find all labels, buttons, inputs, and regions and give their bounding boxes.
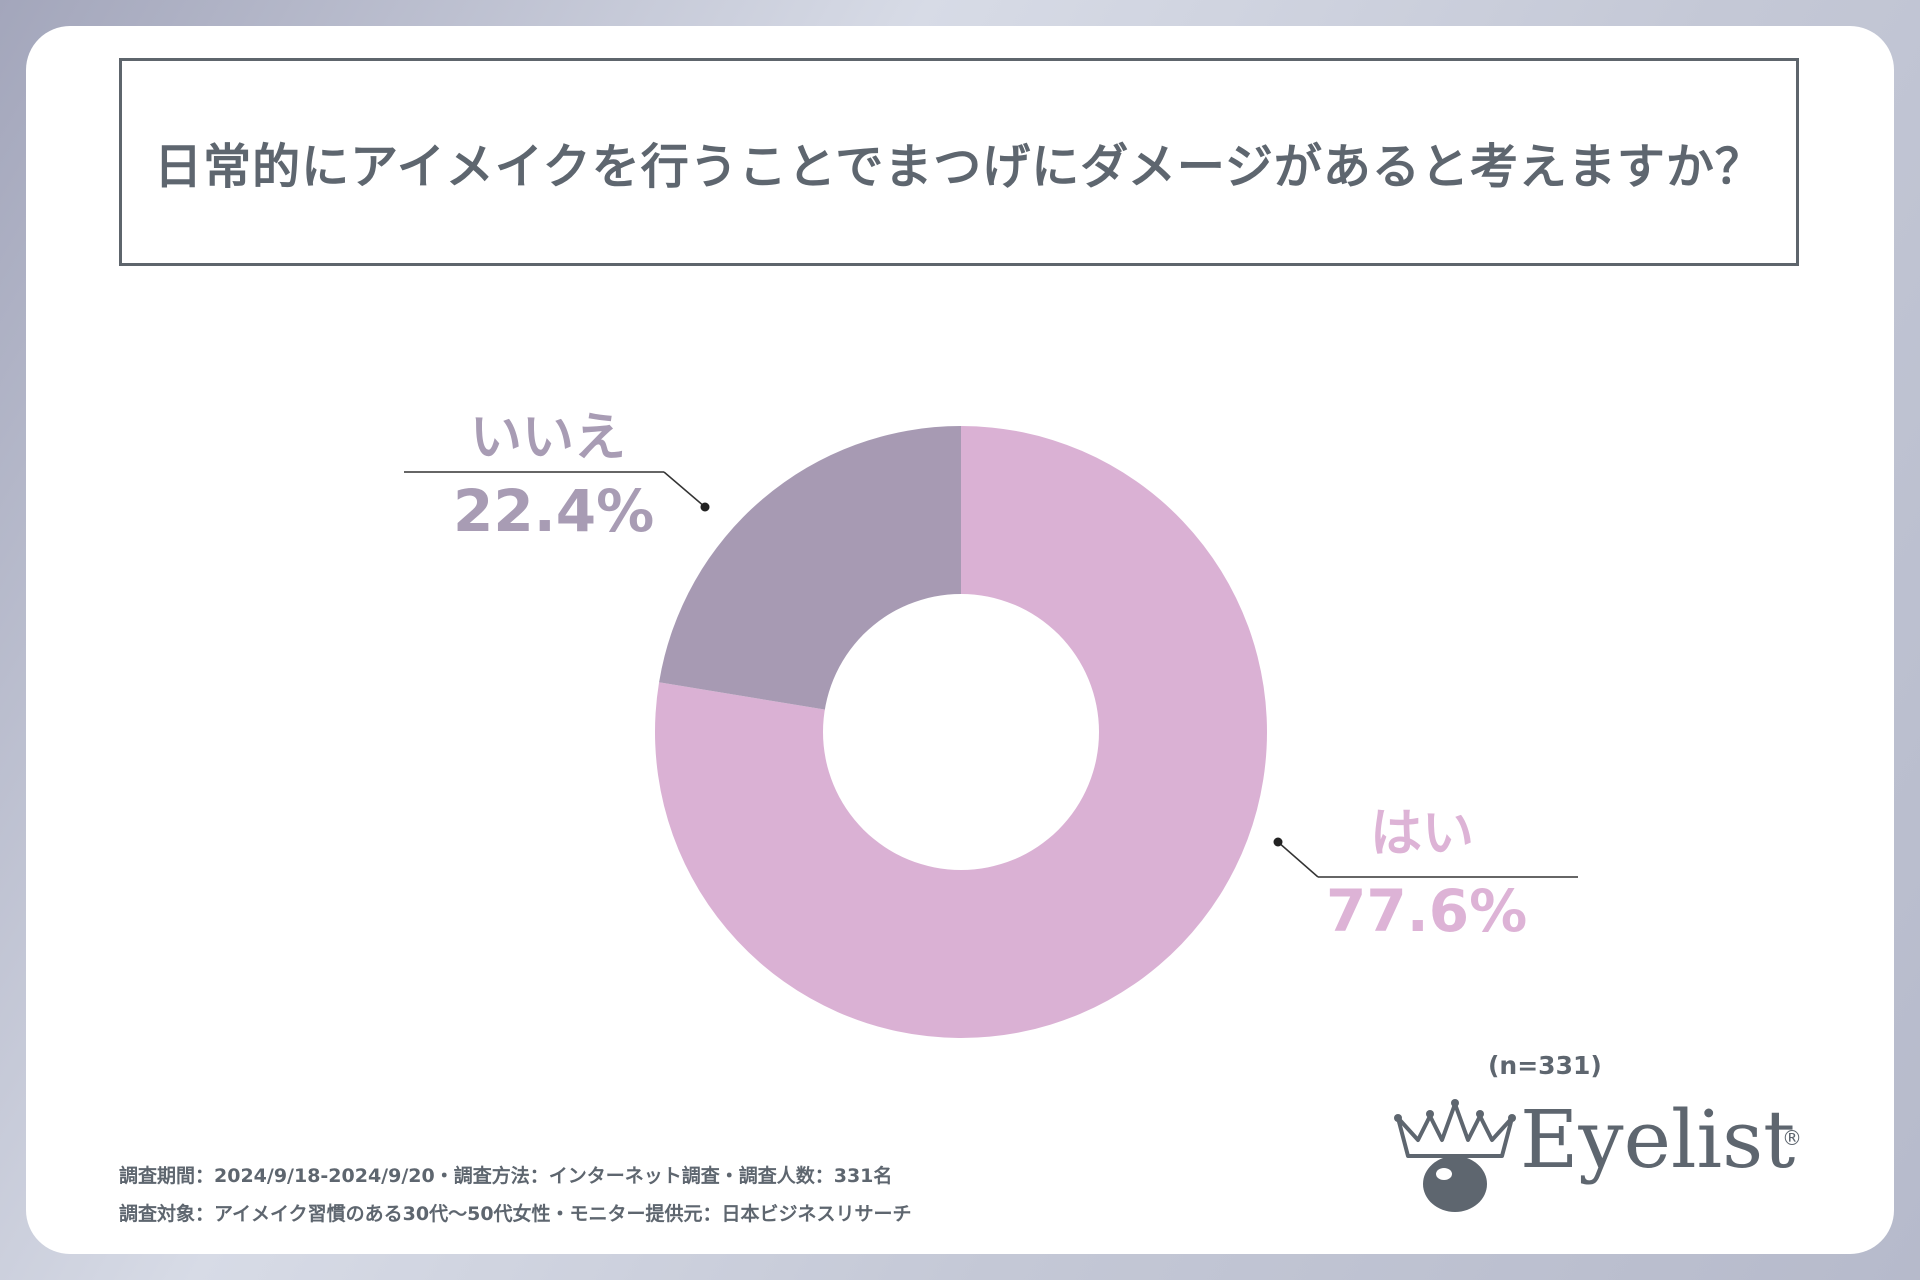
chart-title: 日常的にアイメイクを行うことでまつげにダメージがあると考えますか？ — [154, 139, 1764, 195]
leader-line-no-diag — [663, 471, 706, 508]
leader-dot-yes — [1273, 837, 1283, 847]
leader-dot-no — [700, 502, 710, 512]
logo-text: Eyelist — [1520, 1093, 1796, 1186]
footer-line-1: 調査期間：2024/9/18-2024/9/20・調査方法：インターネット調査・… — [119, 1165, 893, 1187]
label-no-name: いいえ — [470, 408, 627, 468]
label-yes-name: はい — [1370, 804, 1475, 864]
label-yes-percent: 77.6% — [1326, 877, 1528, 945]
donut-hole — [823, 594, 1099, 870]
logo-registered: ® — [1782, 1126, 1802, 1150]
label-no-percent: 22.4% — [453, 477, 655, 545]
eyelist-logo: Eyelist ® — [1390, 1098, 1810, 1228]
footer-line-2: 調査対象：アイメイク習慣のある30代～50代女性・モニター提供元：日本ビジネスリ… — [119, 1203, 912, 1225]
title-box: 日常的にアイメイクを行うことでまつげにダメージがあると考えますか？ — [119, 58, 1799, 266]
crown-eye-icon — [1394, 1099, 1516, 1212]
sample-size: (n=331) — [1488, 1051, 1602, 1080]
leader-line-yes-diag — [1277, 841, 1319, 878]
